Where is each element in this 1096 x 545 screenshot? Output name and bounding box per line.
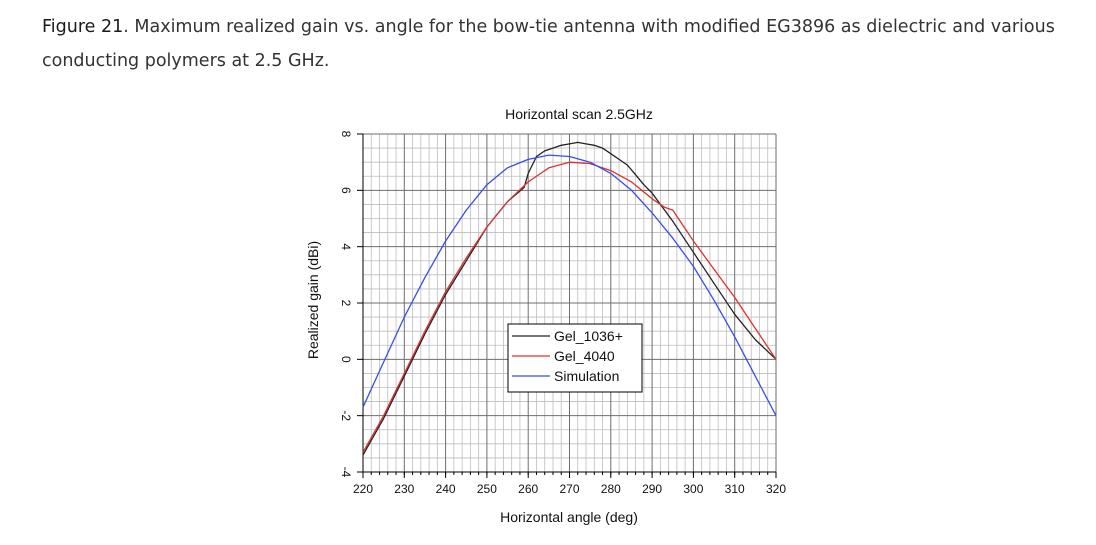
x-tick-label: 270 bbox=[559, 482, 579, 496]
y-tick-label: 6 bbox=[339, 187, 353, 194]
legend-label: Simulation bbox=[554, 368, 619, 384]
figure-caption: Figure 21. Maximum realized gain vs. ang… bbox=[42, 10, 1082, 78]
series-line-simulation bbox=[362, 154, 777, 417]
legend: Gel_1036+ Gel_4040 Simulation bbox=[507, 323, 643, 393]
x-tick-label: 220 bbox=[353, 482, 373, 496]
x-tick-label: 260 bbox=[518, 482, 538, 496]
legend-label: Gel_4040 bbox=[554, 348, 615, 364]
x-tick-label: 310 bbox=[725, 482, 745, 496]
series-line-gel-1036 bbox=[362, 141, 777, 456]
x-tick-label: 250 bbox=[477, 482, 497, 496]
y-tick-label: 4 bbox=[339, 243, 353, 250]
x-tick-label: 300 bbox=[683, 482, 703, 496]
chart-title: Horizontal scan 2.5GHz bbox=[505, 106, 653, 122]
y-tick-label: 8 bbox=[339, 131, 353, 138]
x-tick-label: 280 bbox=[601, 482, 621, 496]
x-tick-label: 290 bbox=[642, 482, 662, 496]
x-axis-title: Horizontal angle (deg) bbox=[500, 509, 638, 525]
x-tick-label: 240 bbox=[436, 482, 456, 496]
legend-label: Gel_1036+ bbox=[554, 328, 623, 344]
x-tick-label: 320 bbox=[766, 482, 786, 496]
y-tick-label: -2 bbox=[339, 410, 353, 421]
y-tick-label: 2 bbox=[339, 300, 353, 307]
y-tick-label: 0 bbox=[339, 356, 353, 363]
legend-box bbox=[507, 323, 643, 393]
axes: 220 230 240 250 260 270 280 290 300 310 320 -4 -2 0 2 4… bbox=[339, 131, 786, 496]
y-tick-label: -4 bbox=[339, 467, 353, 478]
grid bbox=[362, 133, 777, 473]
figure-label: Figure 21 bbox=[42, 17, 124, 37]
series-lines bbox=[362, 141, 777, 456]
x-tick-label: 230 bbox=[394, 482, 414, 496]
series-line-gel-4040 bbox=[362, 161, 777, 453]
y-axis-title: Realized gain (dBi) bbox=[305, 241, 321, 359]
figure-caption-text: . Maximum realized gain vs. angle for th… bbox=[42, 17, 1055, 71]
